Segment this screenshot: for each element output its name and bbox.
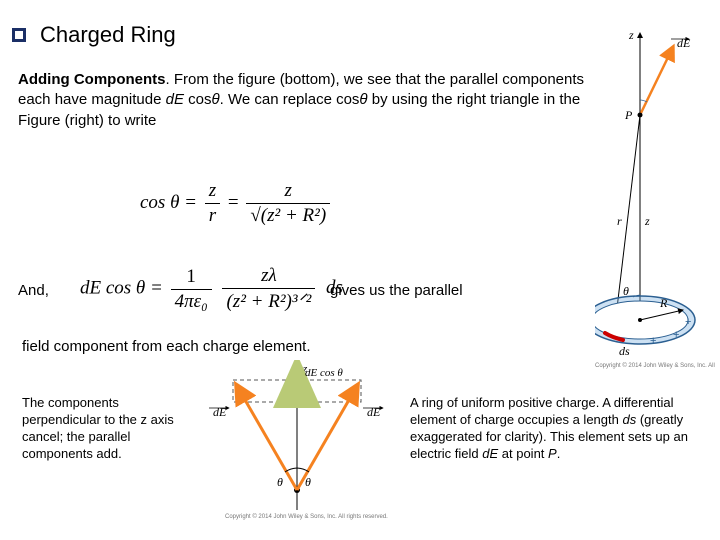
eq1-frac1-n: z <box>205 180 220 204</box>
eq2-frac1: 1 4πε₀ <box>171 266 212 313</box>
vec-dE-left: dE <box>213 405 227 419</box>
cr-v2: dE <box>482 446 498 461</box>
ring-z-label: z <box>628 28 634 42</box>
vec-copyright: Copyright © 2014 John Wiley & Sons, Inc.… <box>225 513 388 520</box>
eq1-lhs: cos θ = <box>140 192 197 213</box>
caption-right: A ring of uniform positive charge. A dif… <box>410 395 705 463</box>
eq1-frac2-n: z <box>246 180 330 204</box>
ring-ds-label: ds <box>619 344 630 358</box>
p1-theta2: θ <box>359 91 367 108</box>
ring-copyright: Copyright © 2014 John Wiley & Sons, Inc.… <box>595 362 715 369</box>
eq2-frac2: zλ (z² + R²)³ᐟ² <box>222 265 315 313</box>
eq2-frac2-d: (z² + R²)³ᐟ² <box>222 289 315 313</box>
p1-t2: cos <box>184 91 212 108</box>
vec-theta-l: θ <box>277 475 283 489</box>
p1-var1: dE <box>166 91 184 108</box>
caption-left: The components perpendicular to the z ax… <box>22 395 182 463</box>
ring-small-z-label: z <box>644 214 650 228</box>
eq2-frac1-d: 4πε₀ <box>171 290 212 313</box>
p1-theta1: θ <box>211 91 219 108</box>
cr-t3: at point <box>498 446 548 461</box>
equation-de-costheta: dE cos θ = 1 4πε₀ zλ (z² + R²)³ᐟ² ds <box>80 265 343 313</box>
and-label: And, <box>18 282 78 299</box>
eq2-lhs: dE cos θ = <box>80 277 163 298</box>
svg-text:+: + <box>685 316 691 328</box>
ring-R-label: R <box>659 296 668 310</box>
paragraph-adding-components: Adding Components. From the figure (bott… <box>18 70 588 131</box>
equation-cos-theta: cos θ = z r = z √(z² + R²) <box>140 180 333 227</box>
vec-dE-right: dE <box>367 405 381 419</box>
eq1-frac1-d: r <box>205 204 220 227</box>
vec-dEcos-label: dE cos θ <box>305 367 343 379</box>
eq2-frac1-n: 1 <box>171 266 212 290</box>
cr-t4: . <box>557 446 561 461</box>
vec-theta-r: θ <box>305 475 311 489</box>
p1-t3: . We can replace cos <box>220 91 360 108</box>
svg-text:+: + <box>673 329 679 341</box>
svg-text:+: + <box>650 335 656 347</box>
after-eq2-text: gives us the parallel <box>330 282 590 299</box>
lead-label: Adding Components <box>18 71 165 88</box>
title-bullet <box>12 28 26 42</box>
ring-dE-label: dE <box>677 36 691 50</box>
eq1-frac2: z √(z² + R²) <box>246 180 330 227</box>
ring-diagram: z dE P r z θ R ds + + + Copyright © 2014… <box>595 25 715 370</box>
cr-v1: ds <box>622 412 636 427</box>
eq1-eq: = <box>228 192 239 213</box>
eq1-frac2-d: √(z² + R²) <box>246 204 330 227</box>
eq2-frac2-n: zλ <box>222 265 315 289</box>
slide-title: Charged Ring <box>40 22 176 48</box>
ring-P-label: P <box>624 108 633 122</box>
vector-diagram: z dE cos θ dE dE θ θ Copyright © 2014 Jo… <box>195 360 400 520</box>
ring-r-label: r <box>617 214 622 228</box>
eq1-frac1: z r <box>205 180 220 227</box>
paragraph-field-component: field component from each charge element… <box>22 338 522 355</box>
cr-v3: P <box>548 446 557 461</box>
